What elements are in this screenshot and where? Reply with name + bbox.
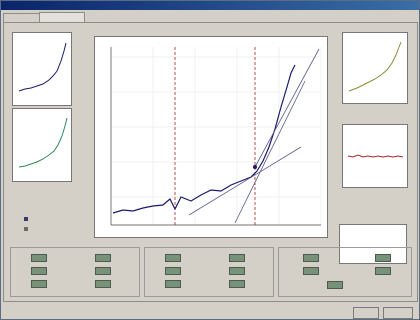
plot-bottom-left	[12, 108, 72, 182]
g1-field-6-value	[95, 280, 111, 288]
g2-field-2-value	[229, 254, 245, 262]
g1-field-2-value	[95, 254, 111, 262]
plot-mid-right	[342, 124, 408, 188]
cancel-button[interactable]	[383, 307, 413, 319]
plot-main-grid	[110, 47, 322, 225]
g3-field-5-value	[375, 267, 391, 275]
plot-mid-right-curve	[347, 154, 404, 158]
g2-field-3-value	[165, 267, 181, 275]
tab-panel	[3, 22, 418, 302]
plot-main-intersection-point	[253, 165, 257, 169]
plot-bottom-left-svg	[18, 117, 68, 168]
g1-field-3-value	[31, 267, 47, 275]
group-1	[10, 247, 140, 297]
legend-swatch-1	[24, 217, 28, 221]
g2-field-1-value	[165, 254, 181, 262]
plot-top-right	[342, 32, 408, 104]
ok-button[interactable]	[353, 307, 379, 319]
g3-field-1-value	[303, 254, 319, 262]
g1-field-4-value	[95, 267, 111, 275]
plot-main-tangent-2	[188, 146, 302, 216]
group-2	[144, 247, 274, 297]
g2-field-4-value	[229, 267, 245, 275]
status-message-box	[339, 224, 407, 264]
title-bar	[1, 1, 419, 10]
tab-2[interactable]	[39, 12, 85, 23]
plot-main-tangent-3	[254, 48, 320, 168]
g1-field-5-value	[31, 280, 47, 288]
plot-bottom-left-curve	[18, 117, 68, 168]
plot-top-right-curve	[348, 41, 402, 92]
plot-mid-right-svg	[347, 154, 404, 158]
legend-item-1	[24, 216, 31, 223]
plot-top-left-svg	[18, 42, 67, 92]
plot-main-svg	[110, 47, 322, 226]
legend-item-2	[24, 226, 31, 233]
plot-main-curve	[112, 64, 296, 214]
g2-field-6-value	[229, 280, 245, 288]
g3-field-3-value	[303, 267, 319, 275]
plot-main-tangent-1	[234, 80, 306, 224]
plot-top-left	[12, 32, 72, 106]
plot-top-left-curve	[18, 42, 67, 92]
plot-top-right-svg	[348, 41, 402, 92]
g3-field-2-value	[375, 254, 391, 262]
legend-swatch-2	[24, 227, 28, 231]
g3-field-4-value	[327, 281, 343, 289]
group-3	[278, 247, 412, 297]
g2-field-5-value	[165, 280, 181, 288]
g1-field-1-value	[31, 254, 47, 262]
plot-main	[94, 36, 328, 238]
